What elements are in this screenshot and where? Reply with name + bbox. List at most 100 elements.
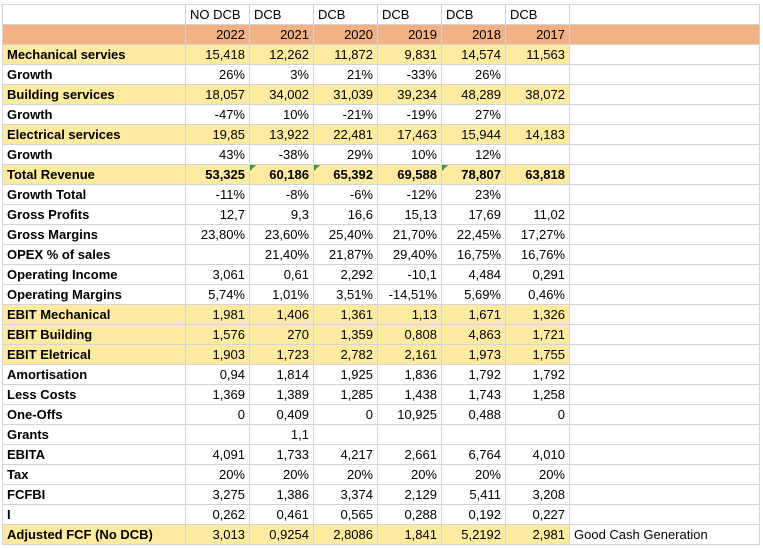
value-cell[interactable]: 2,8086 bbox=[313, 524, 378, 545]
value-cell[interactable]: 2,981 bbox=[505, 524, 570, 545]
value-cell[interactable]: 69,588 bbox=[377, 164, 442, 185]
value-cell[interactable]: 23,80% bbox=[185, 224, 250, 245]
value-cell[interactable]: 15,13 bbox=[377, 204, 442, 225]
row-label[interactable]: Less Costs bbox=[2, 384, 186, 405]
note-cell[interactable]: Good Cash Generation bbox=[569, 524, 760, 545]
value-cell[interactable]: 20% bbox=[441, 464, 506, 485]
row-label[interactable]: Gross Profits bbox=[2, 204, 186, 225]
value-cell[interactable]: 5,69% bbox=[441, 284, 506, 305]
value-cell[interactable]: 0 bbox=[185, 404, 250, 425]
value-cell[interactable]: 1,792 bbox=[441, 364, 506, 385]
row-label[interactable]: Growth bbox=[2, 144, 186, 165]
row-label[interactable]: Growth Total bbox=[2, 184, 186, 205]
row-label[interactable]: EBITA bbox=[2, 444, 186, 465]
value-cell[interactable]: 2,782 bbox=[313, 344, 378, 365]
value-cell[interactable]: 11,872 bbox=[313, 44, 378, 65]
value-cell[interactable]: 53,325 bbox=[185, 164, 250, 185]
cell-corner[interactable] bbox=[2, 4, 186, 25]
value-cell[interactable]: 65,392 bbox=[313, 164, 378, 185]
value-cell[interactable]: 26% bbox=[441, 64, 506, 85]
value-cell[interactable]: 2,129 bbox=[377, 484, 442, 505]
value-cell[interactable]: 1,1 bbox=[249, 424, 314, 445]
value-cell[interactable]: -33% bbox=[377, 64, 442, 85]
row-label[interactable]: Operating Income bbox=[2, 264, 186, 285]
value-cell[interactable]: -19% bbox=[377, 104, 442, 125]
value-cell[interactable]: 1,792 bbox=[505, 364, 570, 385]
value-cell[interactable]: 1,389 bbox=[249, 384, 314, 405]
value-cell[interactable]: 21,87% bbox=[313, 244, 378, 265]
value-cell[interactable]: 0,46% bbox=[505, 284, 570, 305]
value-cell[interactable]: 17,27% bbox=[505, 224, 570, 245]
empty-cell[interactable] bbox=[569, 304, 760, 325]
value-cell[interactable]: -10,1 bbox=[377, 264, 442, 285]
value-cell[interactable]: 0,192 bbox=[441, 504, 506, 525]
value-cell[interactable]: 25,40% bbox=[313, 224, 378, 245]
value-cell[interactable]: 60,186 bbox=[249, 164, 314, 185]
value-cell[interactable]: 0,227 bbox=[505, 504, 570, 525]
value-cell[interactable] bbox=[441, 424, 506, 445]
value-cell[interactable]: 0 bbox=[313, 404, 378, 425]
value-cell[interactable]: 38,072 bbox=[505, 84, 570, 105]
row-label[interactable]: Growth bbox=[2, 104, 186, 125]
empty-cell[interactable] bbox=[569, 504, 760, 525]
year-cell[interactable]: 2018 bbox=[441, 24, 506, 45]
empty-cell[interactable] bbox=[569, 144, 760, 165]
value-cell[interactable]: 1,836 bbox=[377, 364, 442, 385]
value-cell[interactable]: 5,2192 bbox=[441, 524, 506, 545]
value-cell[interactable] bbox=[377, 424, 442, 445]
value-cell[interactable]: 4,863 bbox=[441, 324, 506, 345]
value-cell[interactable]: 20% bbox=[185, 464, 250, 485]
value-cell[interactable]: 17,463 bbox=[377, 124, 442, 145]
year-cell[interactable]: 2020 bbox=[313, 24, 378, 45]
value-cell[interactable]: 21,70% bbox=[377, 224, 442, 245]
header-cell[interactable]: DCB bbox=[377, 4, 442, 25]
value-cell[interactable] bbox=[505, 104, 570, 125]
value-cell[interactable]: 5,411 bbox=[441, 484, 506, 505]
value-cell[interactable]: 16,76% bbox=[505, 244, 570, 265]
value-cell[interactable]: 20% bbox=[505, 464, 570, 485]
value-cell[interactable]: 18,057 bbox=[185, 84, 250, 105]
empty-cell[interactable] bbox=[569, 224, 760, 245]
value-cell[interactable]: 1,723 bbox=[249, 344, 314, 365]
value-cell[interactable]: 0,61 bbox=[249, 264, 314, 285]
value-cell[interactable]: -14,51% bbox=[377, 284, 442, 305]
value-cell[interactable]: 0,262 bbox=[185, 504, 250, 525]
row-label[interactable]: I bbox=[2, 504, 186, 525]
value-cell[interactable]: 43% bbox=[185, 144, 250, 165]
value-cell[interactable]: 13,922 bbox=[249, 124, 314, 145]
value-cell[interactable]: 1,369 bbox=[185, 384, 250, 405]
empty-cell[interactable] bbox=[569, 204, 760, 225]
value-cell[interactable]: 1,743 bbox=[441, 384, 506, 405]
header-cell[interactable]: DCB bbox=[441, 4, 506, 25]
value-cell[interactable]: 20% bbox=[249, 464, 314, 485]
value-cell[interactable]: 48,289 bbox=[441, 84, 506, 105]
row-label[interactable]: Total Revenue bbox=[2, 164, 186, 185]
empty-cell[interactable] bbox=[569, 424, 760, 445]
value-cell[interactable]: 14,574 bbox=[441, 44, 506, 65]
value-cell[interactable]: 9,831 bbox=[377, 44, 442, 65]
value-cell[interactable]: 1,438 bbox=[377, 384, 442, 405]
value-cell[interactable]: 3,51% bbox=[313, 284, 378, 305]
value-cell[interactable]: 1,733 bbox=[249, 444, 314, 465]
value-cell[interactable]: 0,94 bbox=[185, 364, 250, 385]
value-cell[interactable]: 3,275 bbox=[185, 484, 250, 505]
year-cell[interactable]: 2021 bbox=[249, 24, 314, 45]
row-label[interactable]: Building services bbox=[2, 84, 186, 105]
value-cell[interactable]: 15,418 bbox=[185, 44, 250, 65]
value-cell[interactable]: 20% bbox=[377, 464, 442, 485]
value-cell[interactable] bbox=[505, 424, 570, 445]
value-cell[interactable]: -38% bbox=[249, 144, 314, 165]
value-cell[interactable] bbox=[505, 64, 570, 85]
value-cell[interactable]: 63,818 bbox=[505, 164, 570, 185]
value-cell[interactable]: 0,288 bbox=[377, 504, 442, 525]
value-cell[interactable]: 5,74% bbox=[185, 284, 250, 305]
value-cell[interactable]: 2,661 bbox=[377, 444, 442, 465]
value-cell[interactable]: 1,285 bbox=[313, 384, 378, 405]
value-cell[interactable]: 3,013 bbox=[185, 524, 250, 545]
value-cell[interactable]: 2,292 bbox=[313, 264, 378, 285]
empty-cell[interactable] bbox=[569, 64, 760, 85]
value-cell[interactable] bbox=[505, 184, 570, 205]
value-cell[interactable]: 1,01% bbox=[249, 284, 314, 305]
value-cell[interactable]: -6% bbox=[313, 184, 378, 205]
value-cell[interactable]: 34,002 bbox=[249, 84, 314, 105]
